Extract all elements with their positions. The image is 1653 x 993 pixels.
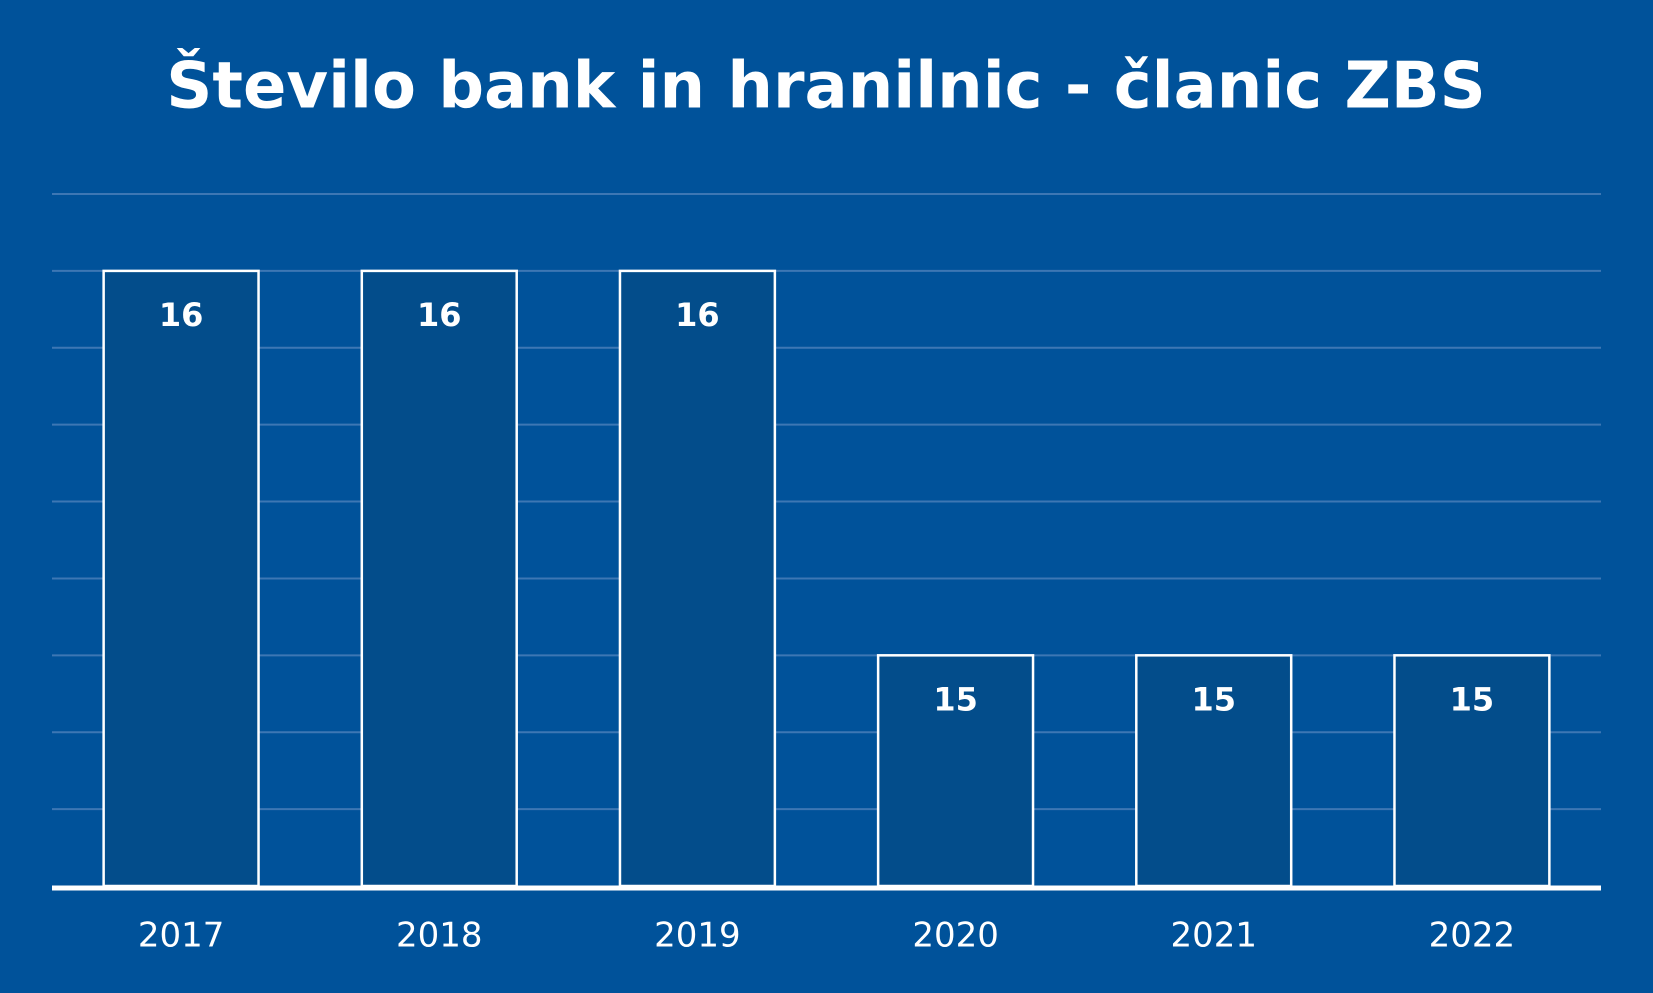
bar — [102, 269, 260, 888]
x-tick-label: 2018 — [396, 916, 483, 956]
bar — [618, 269, 777, 888]
bar — [876, 654, 1035, 888]
bar — [1393, 654, 1551, 888]
bar — [360, 269, 518, 888]
x-tick-label: 2017 — [138, 916, 225, 956]
x-tick-label: 2020 — [912, 916, 999, 956]
value-label: 16 — [417, 296, 462, 334]
value-label: 16 — [675, 296, 720, 334]
x-tick-label: 2022 — [1429, 916, 1516, 956]
value-label: 16 — [159, 296, 204, 334]
x-tick-label: 2021 — [1170, 916, 1257, 956]
chart-title: Število bank in hranilnic - članic ZBS — [166, 48, 1486, 124]
bar — [1135, 654, 1293, 888]
value-label: 15 — [933, 680, 978, 718]
x-tick-label: 2019 — [654, 916, 741, 956]
value-label: 15 — [1450, 680, 1495, 718]
value-label: 15 — [1191, 680, 1236, 718]
